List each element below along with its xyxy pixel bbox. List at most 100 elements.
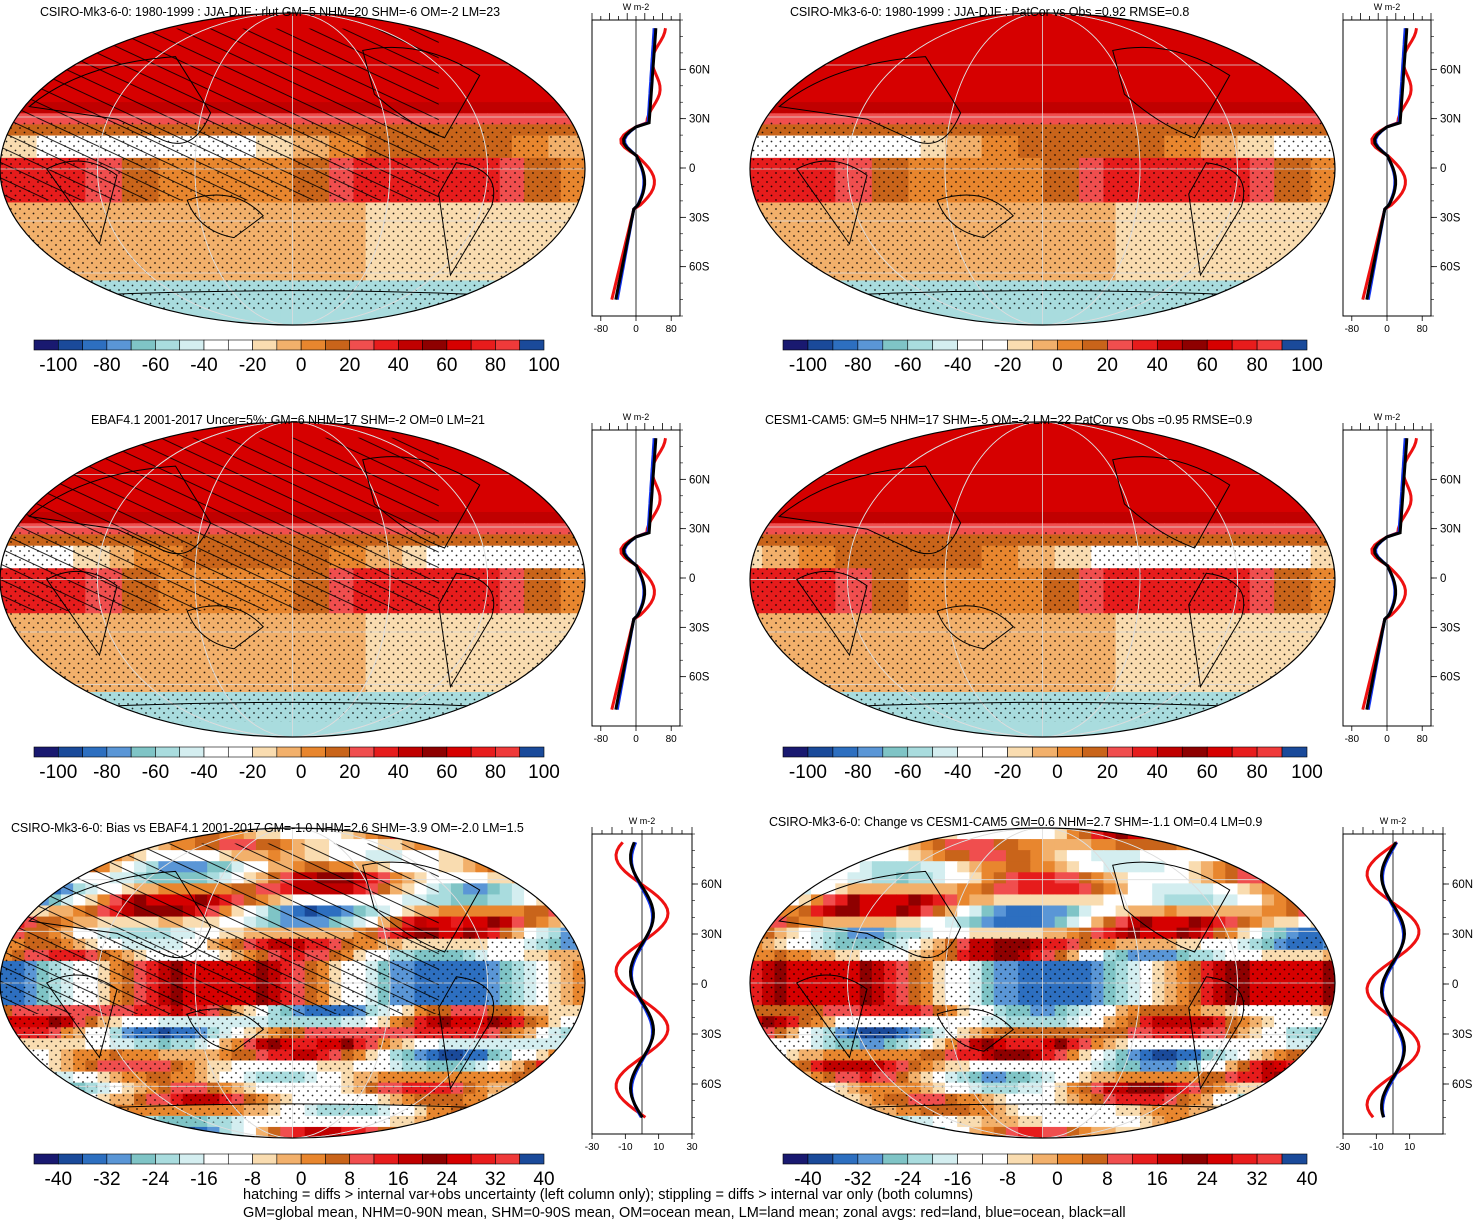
map-cell [896,445,909,457]
map-cell [860,46,873,58]
map-cell [994,478,1007,490]
map-cell [1250,303,1263,315]
colorbar-swatch [83,747,107,757]
map-cell [37,692,50,704]
map-cell [1128,478,1141,490]
map-cell [524,24,537,36]
map-cell [573,280,586,292]
map-cell [548,433,561,445]
map-cell [561,445,574,457]
map-cell [12,478,25,490]
map-cell [37,35,50,47]
map-cell [1079,46,1092,58]
map-cell [896,512,909,524]
map-cell [1043,445,1056,457]
map-cell [573,681,586,693]
map-cell [1286,445,1299,457]
map-cell [1323,113,1336,125]
map-cell [860,69,873,81]
map-cell [414,726,427,738]
map-cell [24,456,37,468]
map-cell [1274,35,1287,47]
map-cell [750,292,763,304]
map-cell [524,681,537,693]
map-cell [12,647,25,659]
map-cell [1286,467,1299,479]
map-cell [1116,102,1129,114]
map-cell [1311,35,1324,47]
map-cell [573,422,586,434]
map-cell [122,24,135,36]
map-cell [921,35,934,47]
map-cell [1055,35,1068,47]
map-cell [1323,35,1336,47]
map-cell [439,726,452,738]
map-cell [1225,102,1238,114]
map-cell [1262,456,1275,468]
map-cell [122,303,135,315]
map-1 [0,13,586,326]
zonal-xtick-label: 0 [633,324,639,335]
map-cell [1225,314,1238,326]
map-cell [488,501,501,513]
map-cell [451,91,464,103]
map-cell [762,80,775,92]
map-cell [1043,58,1056,70]
map-cell [512,501,525,513]
map-cell [0,46,13,58]
map-cell [1152,102,1165,114]
map-cell [774,24,787,36]
map-cell [1103,433,1116,445]
map-cell [439,501,452,513]
map-cell [1298,69,1311,81]
map-cell [1323,490,1336,502]
map-cell [524,692,537,704]
map-cell [1128,80,1141,92]
map-cell [1152,501,1165,513]
map-cell [1250,91,1263,103]
map-cell [799,467,812,479]
map-cell [12,35,25,47]
map-cell [762,501,775,513]
map-cell [787,269,800,281]
map-cell [524,91,537,103]
map-cell [982,58,995,70]
map-cell [61,35,74,47]
colorbar-swatch [1207,340,1232,350]
map-cell [1006,501,1019,513]
map-cell [945,490,958,502]
map-cell [787,58,800,70]
map-cell [982,501,995,513]
map-cell [982,478,995,490]
map-cell [1128,102,1141,114]
map-cell [573,726,586,738]
map-cell [1177,501,1190,513]
map-cell [548,292,561,304]
map-cell [994,433,1007,445]
map-cell [1018,445,1031,457]
map-cell [908,35,921,47]
map-cell [488,726,501,738]
colorbar-swatch [277,747,301,757]
map-cell [37,670,50,682]
map-cell [908,512,921,524]
map-cell [1323,13,1336,25]
map-cell [49,681,62,693]
map-cell [49,269,62,281]
map-cell [799,445,812,457]
map-cell [1298,501,1311,513]
map-cell [799,280,812,292]
colorbar-swatch [1008,340,1033,350]
map-cell [548,445,561,457]
map-cell [1128,445,1141,457]
map-cell [811,501,824,513]
map-cell [957,24,970,36]
map-cell [835,24,848,36]
map-cell [1311,314,1324,326]
map-cell [848,102,861,114]
map-cell [787,467,800,479]
map-cell [1298,24,1311,36]
map-cell [774,58,787,70]
map-cell [921,80,934,92]
map-cell [475,715,488,727]
